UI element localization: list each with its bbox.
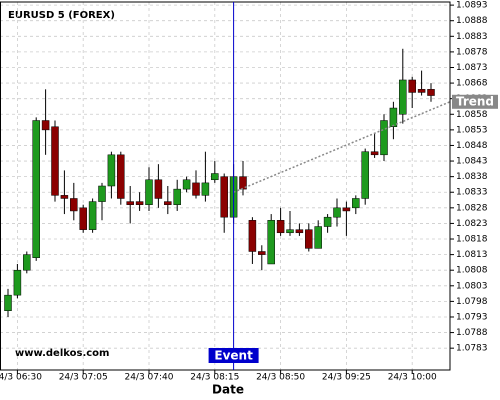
y-tick-label: 1.0858 <box>456 110 488 120</box>
candle-body <box>211 173 219 181</box>
candle-body <box>305 229 313 249</box>
candle-body <box>51 126 59 196</box>
x-tick-label: 24/3 10:00 <box>388 373 437 383</box>
x-tick-label: 24/3 07:40 <box>124 373 173 383</box>
candle-body <box>173 188 181 205</box>
candle-body <box>117 154 125 199</box>
candle-body <box>4 294 12 311</box>
y-tick-label: 1.0883 <box>456 32 488 42</box>
y-tick-label: 1.0793 <box>456 312 488 322</box>
y-tick-label: 1.0878 <box>456 47 488 57</box>
x-tick-label: 24/3 06:30 <box>0 373 42 383</box>
trend-line <box>233 101 451 193</box>
candle-body <box>361 151 369 199</box>
event-label-box <box>208 348 259 363</box>
candle-body <box>267 220 275 265</box>
candle-body <box>23 254 31 271</box>
candle-body <box>60 195 69 199</box>
candle-body <box>70 198 78 212</box>
candle-body <box>295 229 304 234</box>
candle-body <box>399 79 407 115</box>
x-tick-label: 24/3 08:15 <box>190 373 239 383</box>
plot-frame <box>0 1 451 371</box>
candle-body <box>286 229 294 234</box>
candle-body <box>79 207 87 230</box>
y-tick-label: 1.0818 <box>456 235 488 245</box>
y-tick-label: 1.0888 <box>456 16 488 26</box>
y-tick-label: 1.0848 <box>456 141 488 151</box>
candle-body <box>41 120 50 131</box>
candle-body <box>201 182 210 196</box>
x-axis-label: Date <box>212 383 244 397</box>
candle-body <box>427 89 435 96</box>
y-tick-label: 1.0828 <box>456 203 488 213</box>
x-tick-label: 24/3 09:25 <box>322 373 371 383</box>
candle-body <box>417 89 426 93</box>
candle-body <box>380 120 388 156</box>
trend-label: Trend <box>456 94 494 108</box>
y-tick-label: 1.0783 <box>456 344 488 354</box>
candle-body <box>88 201 97 230</box>
y-tick-label: 1.0808 <box>456 266 488 276</box>
x-tick-label: 24/3 07:05 <box>59 373 108 383</box>
trend-label-box <box>452 94 498 109</box>
y-tick-label: 1.0798 <box>456 297 488 307</box>
y-tick-label: 1.0813 <box>456 250 488 260</box>
y-tick-label: 1.0843 <box>456 157 488 167</box>
candle-body <box>323 216 332 227</box>
candle-body <box>220 176 228 218</box>
y-tick-label: 1.0833 <box>456 188 488 198</box>
y-tick-label: 1.0853 <box>456 125 488 135</box>
candle-body <box>126 201 134 205</box>
event-label: Event <box>214 349 253 363</box>
candle-body <box>145 179 153 205</box>
candle-body <box>154 179 163 199</box>
candle-body <box>98 185 106 202</box>
candle-body <box>13 269 22 296</box>
candle-body <box>248 220 257 252</box>
y-tick-label: 1.0838 <box>456 172 488 182</box>
candle-body <box>370 151 379 156</box>
chart-title: EURUSD 5 (FOREX) <box>8 10 115 21</box>
candle-body <box>164 201 172 205</box>
candle-body <box>32 120 40 258</box>
candle-body <box>342 207 351 212</box>
candle-body <box>258 251 266 255</box>
candle-body <box>192 182 200 196</box>
candle-body <box>314 226 322 249</box>
y-tick-label: 1.0803 <box>456 281 488 291</box>
y-tick-label: 1.0868 <box>456 79 488 89</box>
candle-body <box>389 107 398 127</box>
candle-body <box>276 220 285 234</box>
candle-body <box>333 207 341 218</box>
watermark: www.delkos.com <box>15 348 109 359</box>
y-tick-label: 1.0788 <box>456 328 488 338</box>
x-tick-label: 24/3 08:50 <box>256 373 305 383</box>
candle-body <box>352 198 360 209</box>
y-tick-label: 1.0823 <box>456 219 488 229</box>
y-tick-label: 1.0893 <box>456 1 488 11</box>
y-tick-label: 1.0873 <box>456 63 488 73</box>
candle-body <box>408 79 416 93</box>
candle-body <box>182 179 191 190</box>
candle-body <box>135 201 144 205</box>
candle-body <box>107 154 116 187</box>
